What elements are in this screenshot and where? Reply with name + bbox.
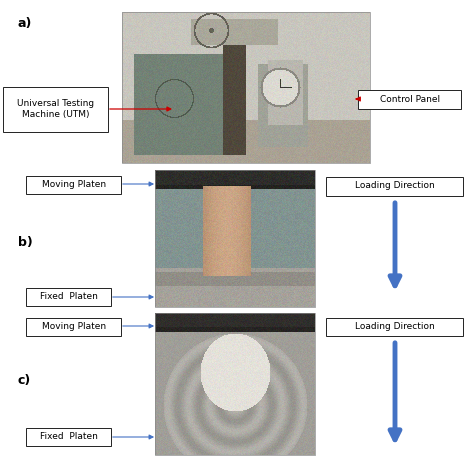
FancyBboxPatch shape xyxy=(327,317,464,336)
Text: c): c) xyxy=(18,374,31,387)
FancyBboxPatch shape xyxy=(27,288,111,305)
Bar xyxy=(155,313,315,455)
Text: Loading Direction: Loading Direction xyxy=(355,181,435,191)
Bar xyxy=(155,170,315,307)
Bar xyxy=(122,12,370,163)
Text: a): a) xyxy=(18,17,32,30)
Text: Moving Platen: Moving Platen xyxy=(42,322,106,331)
Text: Universal Testing
Machine (UTM): Universal Testing Machine (UTM) xyxy=(18,99,94,119)
Text: Control Panel: Control Panel xyxy=(380,94,440,104)
Text: b): b) xyxy=(18,236,33,249)
Text: Loading Direction: Loading Direction xyxy=(355,322,435,331)
FancyBboxPatch shape xyxy=(27,175,121,193)
Text: Fixed  Platen: Fixed Platen xyxy=(40,292,98,301)
FancyBboxPatch shape xyxy=(358,89,462,109)
FancyBboxPatch shape xyxy=(3,87,109,131)
Text: Fixed  Platen: Fixed Platen xyxy=(40,432,98,441)
FancyBboxPatch shape xyxy=(27,427,111,446)
FancyBboxPatch shape xyxy=(27,317,121,336)
FancyBboxPatch shape xyxy=(327,176,464,196)
Text: Moving Platen: Moving Platen xyxy=(42,180,106,189)
